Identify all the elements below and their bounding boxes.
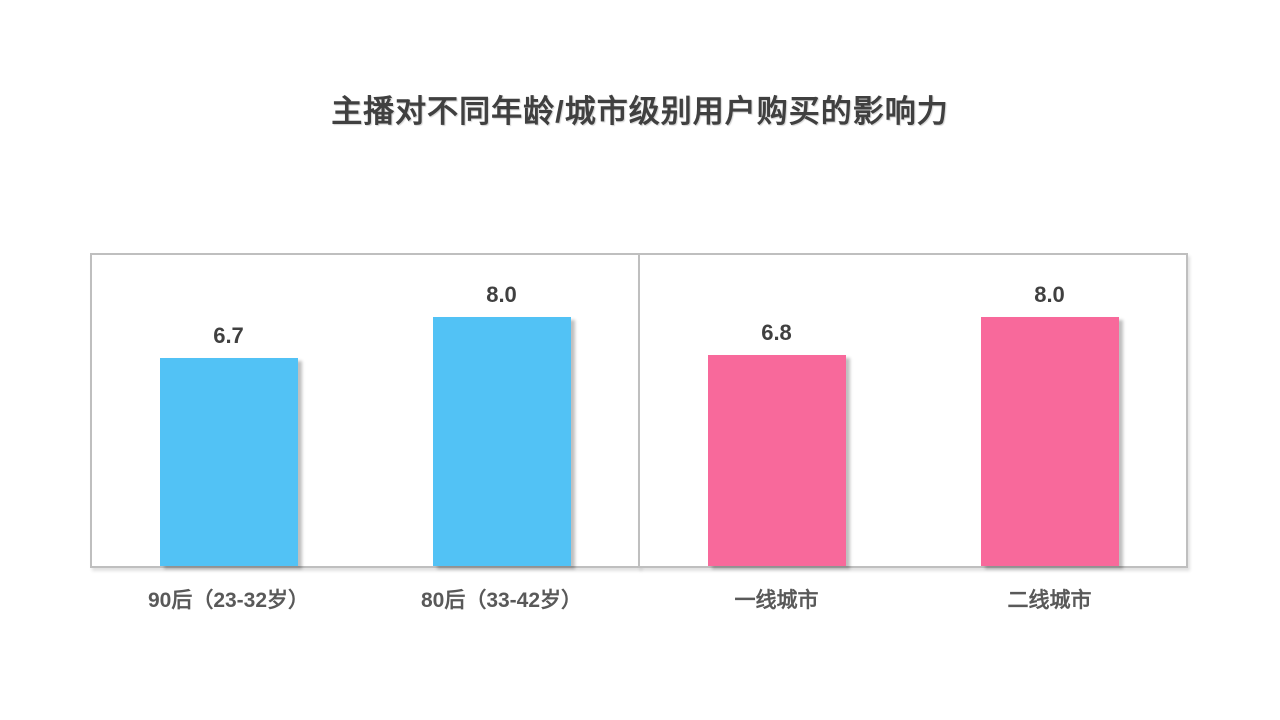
bar-group-0-0: 6.7 90后（23-32岁） xyxy=(148,323,309,612)
panel-age-groups: 6.7 90后（23-32岁） 8.0 80后（33-42岁） xyxy=(90,253,640,612)
bar-rect xyxy=(432,317,571,566)
panel-city-tiers: 6.8 一线城市 8.0 二线城市 xyxy=(638,253,1188,612)
category-label: 90后（23-32岁） xyxy=(147,589,310,612)
bar-rect xyxy=(159,357,298,566)
value-label: 6.7 xyxy=(213,322,244,348)
bar-rect xyxy=(707,354,846,566)
category-label: 一线城市 xyxy=(734,589,819,612)
chart-panels: 6.7 90后（23-32岁） 8.0 80后（33-42岁） 6.8 一线城市… xyxy=(90,253,1188,612)
value-label: 8.0 xyxy=(1034,282,1065,308)
bar-group-1-1: 8.0 二线城市 xyxy=(980,283,1119,612)
bar-group-0-1: 8.0 80后（33-42岁） xyxy=(421,283,582,612)
value-label: 6.8 xyxy=(761,319,792,345)
category-label: 80后（33-42岁） xyxy=(420,589,583,612)
category-label: 二线城市 xyxy=(1007,589,1092,612)
bar-group-1-0: 6.8 一线城市 xyxy=(707,320,846,612)
chart-title: 主播对不同年龄/城市级别用户购买的影响力 xyxy=(331,94,949,129)
bar-rect xyxy=(980,317,1119,566)
value-label: 8.0 xyxy=(486,282,517,308)
